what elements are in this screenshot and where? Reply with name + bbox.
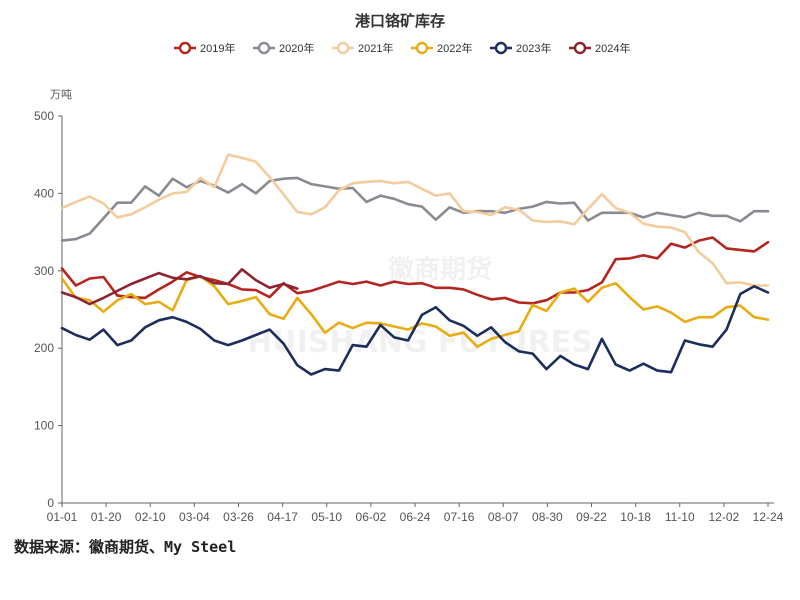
x-tick-label: 03-04: [179, 510, 210, 524]
x-tick-label: 12-02: [709, 510, 740, 524]
x-tick-label: 06-02: [356, 510, 387, 524]
x-tick-label: 11-10: [665, 510, 695, 524]
legend-item[interactable]: 2019年: [174, 41, 235, 55]
x-tick-label: 10-18: [620, 510, 651, 524]
legend-label: 2021年: [358, 41, 393, 55]
watermark-en: HUISHANG FUTURES: [247, 325, 593, 360]
series-line-2023年: [60, 284, 770, 376]
data-source-note: 数据来源：徽商期货、My Steel: [14, 538, 237, 556]
legend-item[interactable]: 2023年: [490, 41, 551, 55]
y-tick-label: 500: [34, 109, 54, 123]
x-tick-label: 08-30: [532, 510, 563, 524]
series-line-2024年: [60, 267, 299, 306]
y-tick-label: 200: [34, 341, 54, 355]
x-tick-label: 05-10: [311, 510, 342, 524]
series-line-2020年: [60, 176, 770, 242]
x-tick-label: 08-07: [488, 510, 519, 524]
series-line-2021年: [60, 153, 770, 287]
y-tick-label: 300: [34, 264, 54, 278]
y-tick-label: 0: [47, 496, 54, 510]
legend-marker: [178, 41, 192, 55]
legend-marker: [415, 41, 429, 55]
legend-item[interactable]: 2020年: [253, 41, 314, 55]
series-layer: [60, 153, 770, 376]
legend-label: 2023年: [516, 41, 551, 55]
x-tick-label: 09-22: [576, 510, 607, 524]
x-tick-label: 01-20: [91, 510, 122, 524]
x-tick-label: 03-26: [223, 510, 254, 524]
x-tick-label: 01-01: [47, 510, 78, 524]
y-tick-label: 100: [34, 419, 54, 433]
legend-label: 2019年: [200, 41, 235, 55]
legend-marker: [257, 41, 271, 55]
legend-marker: [336, 41, 350, 55]
legend-item[interactable]: 2024年: [569, 41, 630, 55]
legend-label: 2020年: [279, 41, 314, 55]
watermark-cn: 徽商期货: [387, 254, 492, 285]
legend-item[interactable]: 2021年: [332, 41, 393, 55]
chart-title: 港口铬矿库存: [355, 12, 445, 30]
x-tick-label: 04-17: [267, 510, 298, 524]
x-tick-label: 07-16: [444, 510, 475, 524]
y-tick-label: 400: [34, 186, 54, 200]
legend-label: 2024年: [595, 41, 630, 55]
legend-item[interactable]: 2022年: [411, 41, 472, 55]
legend-marker: [573, 41, 587, 55]
legend-marker: [494, 41, 508, 55]
legend[interactable]: 2019年 2020年 2021年 2022年 2023年 2024年: [174, 41, 630, 55]
axes: 0 100 200 300 400 500 01-01 01-20 02-10 03-04 03-2…: [34, 109, 784, 524]
x-tick-label: 06-24: [400, 510, 431, 524]
y-axis-unit: 万吨: [50, 88, 72, 101]
x-tick-label: 12-24: [753, 510, 784, 524]
x-tick-label: 02-10: [135, 510, 166, 524]
legend-label: 2022年: [437, 41, 472, 55]
series-line-2019年: [60, 236, 770, 305]
